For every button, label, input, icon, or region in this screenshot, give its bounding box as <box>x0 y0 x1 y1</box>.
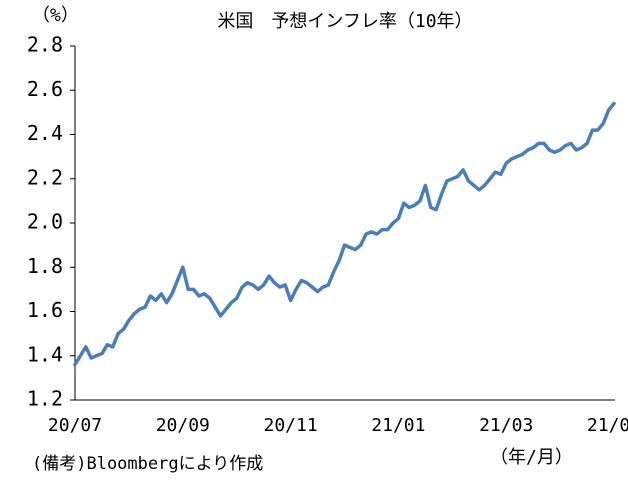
x-tick-label: 20/11 <box>264 415 318 436</box>
y-tick-label: 2.4 <box>27 121 63 145</box>
y-tick-label: 2.2 <box>27 165 63 189</box>
x-tick-label: 21/01 <box>371 415 425 436</box>
y-tick-label: 1.6 <box>27 298 63 322</box>
y-tick-label: 1.4 <box>27 342 63 366</box>
x-tick-label: 21/03 <box>479 415 533 436</box>
data-line <box>73 101 616 367</box>
x-tick-label: 21/05 <box>587 415 628 436</box>
x-tick-label: 20/07 <box>48 415 102 436</box>
y-axis-label: （%） <box>32 5 79 26</box>
source-note: (備考)Bloombergにより作成 <box>32 454 263 474</box>
y-tick-label: 2.6 <box>27 77 63 101</box>
x-axis-label: （年/月） <box>490 447 573 468</box>
y-tick-label: 1.2 <box>27 387 63 411</box>
chart-title: 米国 予想インフレ率（10年） <box>217 11 472 32</box>
y-tick-label: 2.8 <box>27 33 63 57</box>
y-tick-label: 2.0 <box>27 210 63 234</box>
y-tick-label: 1.8 <box>27 254 63 278</box>
x-tick-label: 20/09 <box>156 415 210 436</box>
